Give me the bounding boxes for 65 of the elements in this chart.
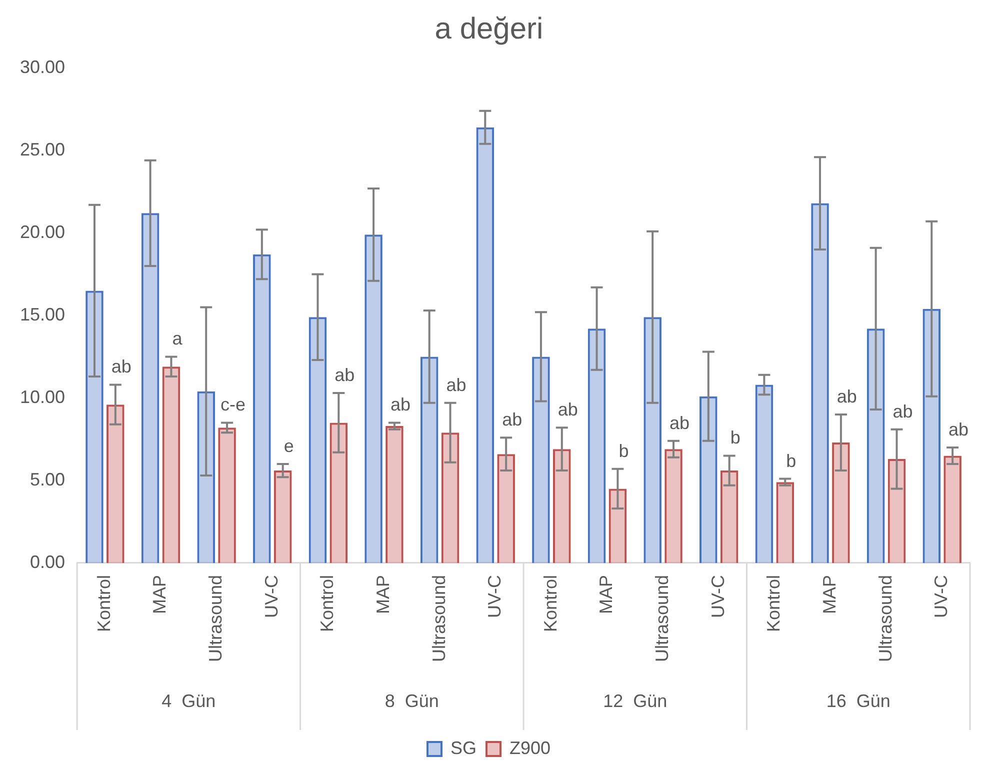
- x-tick-label: Ultrasound: [875, 574, 896, 662]
- x-tick-label: MAP: [372, 574, 393, 614]
- data-label: ab: [502, 410, 522, 430]
- x-tick-label: UV-C: [708, 574, 728, 618]
- x-tick-label: Kontrol: [94, 574, 114, 632]
- data-label: b: [618, 440, 629, 461]
- bar: [588, 328, 606, 563]
- bar: [664, 449, 682, 563]
- x-tick-label: Ultrasound: [428, 574, 449, 662]
- y-tick-label: 20.00: [20, 222, 66, 242]
- data-label: ab: [111, 356, 132, 377]
- data-label: ab: [892, 401, 913, 422]
- text: 16 Gün: [826, 690, 890, 711]
- x-tick-label: MAP: [596, 574, 616, 614]
- bar: [776, 482, 794, 563]
- bar: [386, 426, 404, 563]
- data-label: e: [284, 436, 294, 456]
- bar: [420, 356, 438, 563]
- x-tick-label: MAP: [150, 574, 170, 614]
- bar: [497, 454, 515, 563]
- bar: [308, 317, 327, 563]
- bar: [162, 366, 180, 563]
- legend-label: Z900: [509, 738, 551, 758]
- y-tick-label: 0.00: [30, 552, 66, 572]
- x-tick-label: UV-C: [484, 574, 505, 618]
- data-label: ab: [558, 400, 578, 420]
- text: 8 Gün: [384, 690, 439, 711]
- bar: [364, 234, 382, 563]
- x-tick-label: MAP: [819, 574, 840, 614]
- bar: [811, 203, 829, 563]
- bar: [141, 213, 160, 563]
- data-label: a: [172, 328, 184, 349]
- y-tick-label: 25.00: [20, 139, 66, 160]
- data-label: ab: [446, 374, 466, 395]
- bar: [476, 127, 494, 563]
- y-tick-label: 10.00: [20, 386, 66, 407]
- data-label: ab: [836, 386, 857, 406]
- bar: [106, 404, 124, 563]
- bar: [944, 456, 962, 563]
- bar: [218, 428, 236, 563]
- data-label: ab: [390, 394, 410, 415]
- data-label: ab: [334, 364, 355, 385]
- data-label: b: [730, 428, 740, 448]
- text: 4 Gün: [162, 690, 216, 711]
- bar: [441, 432, 460, 563]
- chart-title: a değeri: [434, 12, 544, 46]
- x-tick-label: UV-C: [931, 574, 952, 618]
- y-tick-label: 30.00: [20, 56, 66, 77]
- x-tick-label: UV-C: [261, 574, 282, 618]
- x-tick-label: Kontrol: [317, 574, 338, 632]
- bar: [274, 470, 292, 563]
- x-tick-label: Kontrol: [764, 574, 784, 632]
- x-tick-label: Kontrol: [540, 574, 560, 632]
- legend-label: SG: [450, 738, 476, 758]
- data-label: ab: [669, 412, 690, 433]
- text: 12 Gün: [603, 690, 668, 711]
- y-tick-label: 15.00: [20, 304, 66, 324]
- bar: [253, 254, 271, 563]
- data-label: b: [786, 450, 796, 471]
- x-tick-label: Ultrasound: [652, 574, 672, 662]
- bar: [755, 384, 774, 563]
- y-tick-label: 5.00: [30, 469, 66, 490]
- x-tick-label: Ultrasound: [206, 574, 226, 662]
- data-label: ab: [948, 419, 969, 440]
- data-label: c-e: [220, 394, 246, 415]
